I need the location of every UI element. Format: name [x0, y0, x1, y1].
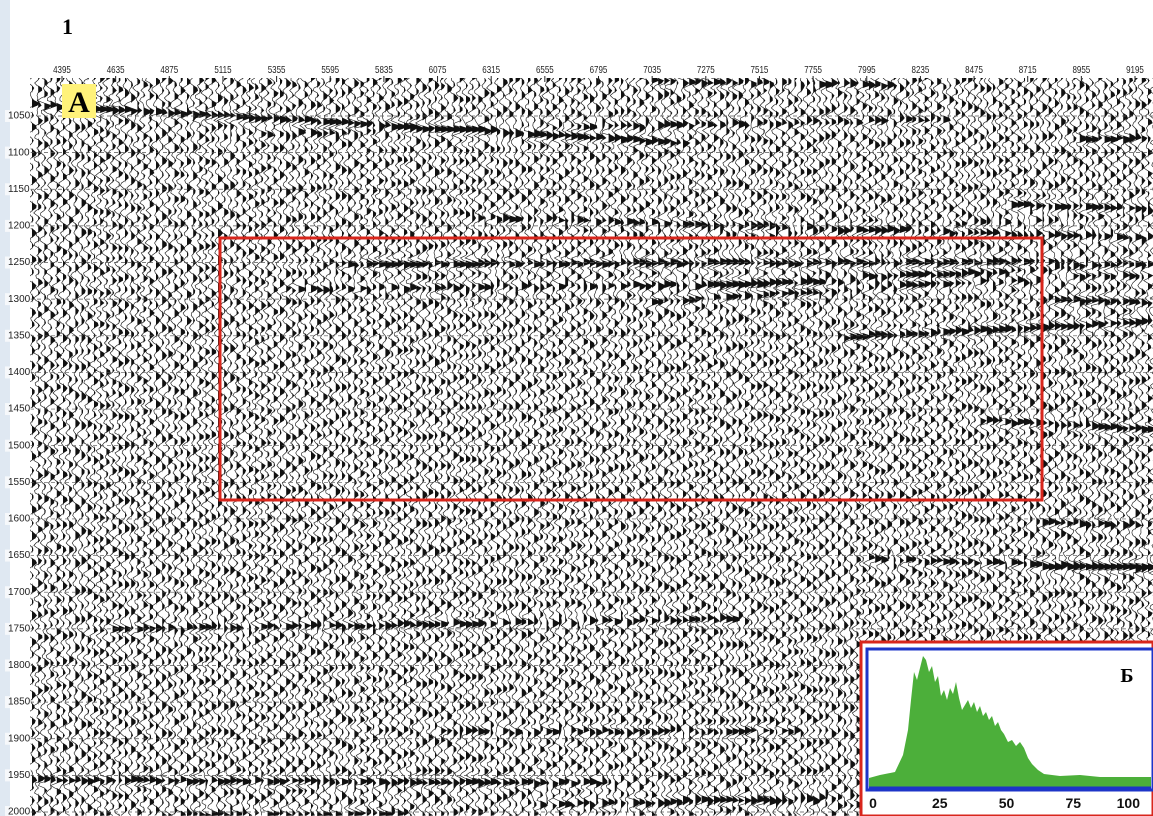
y-tick-label: 1300 — [8, 294, 31, 305]
x-tick-label: 5355 — [268, 64, 286, 75]
inset-tick-label: 0 — [869, 795, 877, 811]
figure: 1 4395 4635 4875 5115 5355 5595 5835 6075 6315 65… — [0, 0, 1153, 816]
y-tick-label: 1400 — [8, 367, 31, 378]
y-tick-label: 1500 — [8, 440, 31, 451]
y-tick-label: 1700 — [8, 587, 31, 598]
x-tick-label: 8715 — [1019, 64, 1037, 75]
x-tick-label: 4635 — [107, 64, 125, 75]
x-tick-label: 5595 — [321, 64, 339, 75]
inset-spectrum: Б 0 25 50 75 100 — [861, 642, 1153, 816]
y-tick-label: 1150 — [8, 184, 30, 195]
y-tick-label: 1550 — [8, 477, 31, 488]
y-tick-label: 1100 — [8, 147, 30, 158]
inset-tick-label: 25 — [932, 795, 948, 811]
inset-tick-label: 50 — [999, 795, 1015, 811]
y-tick-label: 1650 — [8, 550, 31, 561]
y-tick-label: 1950 — [8, 770, 31, 781]
y-tick-label: 1350 — [8, 330, 31, 341]
panel-b-label: Б — [1120, 665, 1133, 687]
x-tick-label: 8955 — [1072, 64, 1090, 75]
x-tick-label: 6795 — [590, 64, 608, 75]
y-tick-label: 1850 — [8, 697, 31, 708]
x-tick-label: 7275 — [697, 64, 715, 75]
y-tick-label: 1250 — [8, 257, 31, 268]
panel-a-label: А — [68, 86, 90, 119]
x-tick-label: 7035 — [643, 64, 661, 75]
x-tick-label: 4875 — [160, 64, 178, 75]
y-tick-label: 1450 — [8, 404, 31, 415]
x-tick-label: 7515 — [751, 64, 769, 75]
x-tick-label: 5835 — [375, 64, 393, 75]
y-tick-label: 1200 — [8, 221, 31, 232]
figure-number: 1 — [62, 14, 73, 39]
y-tick-label: 1600 — [8, 514, 31, 525]
x-tick-label: 7995 — [858, 64, 876, 75]
x-tick-label: 8235 — [912, 64, 930, 75]
y-tick-label: 1900 — [8, 733, 31, 744]
x-tick-label: 9195 — [1126, 64, 1144, 75]
x-tick-label: 4395 — [53, 64, 71, 75]
inset-tick-label: 75 — [1065, 795, 1081, 811]
x-tick-label: 5115 — [214, 64, 231, 75]
x-tick-label: 6315 — [482, 64, 500, 75]
x-tick-label: 7755 — [804, 64, 822, 75]
x-tick-label: 8475 — [965, 64, 983, 75]
y-tick-label: 2000 — [8, 807, 31, 816]
inset-tick-label: 100 — [1117, 795, 1141, 811]
x-tick-label: 6555 — [536, 64, 554, 75]
y-tick-label: 1050 — [8, 111, 31, 122]
y-tick-label: 1800 — [8, 660, 31, 671]
y-tick-label: 1750 — [8, 623, 31, 634]
x-tick-label: 6075 — [429, 64, 447, 75]
